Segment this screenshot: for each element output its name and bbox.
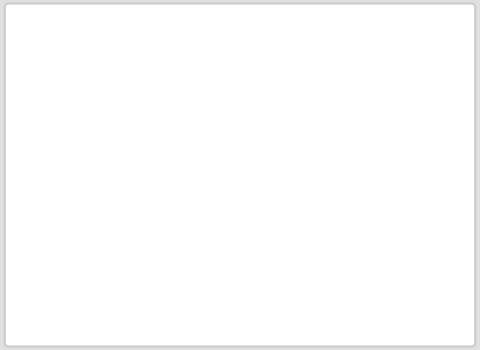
Legend: Stocks, Bonds, Cash: Stocks, Bonds, Cash [57,132,122,175]
Text: How the major asset classes
have performed : 1981 to 1995*: How the major asset classes have perform… [51,31,254,61]
